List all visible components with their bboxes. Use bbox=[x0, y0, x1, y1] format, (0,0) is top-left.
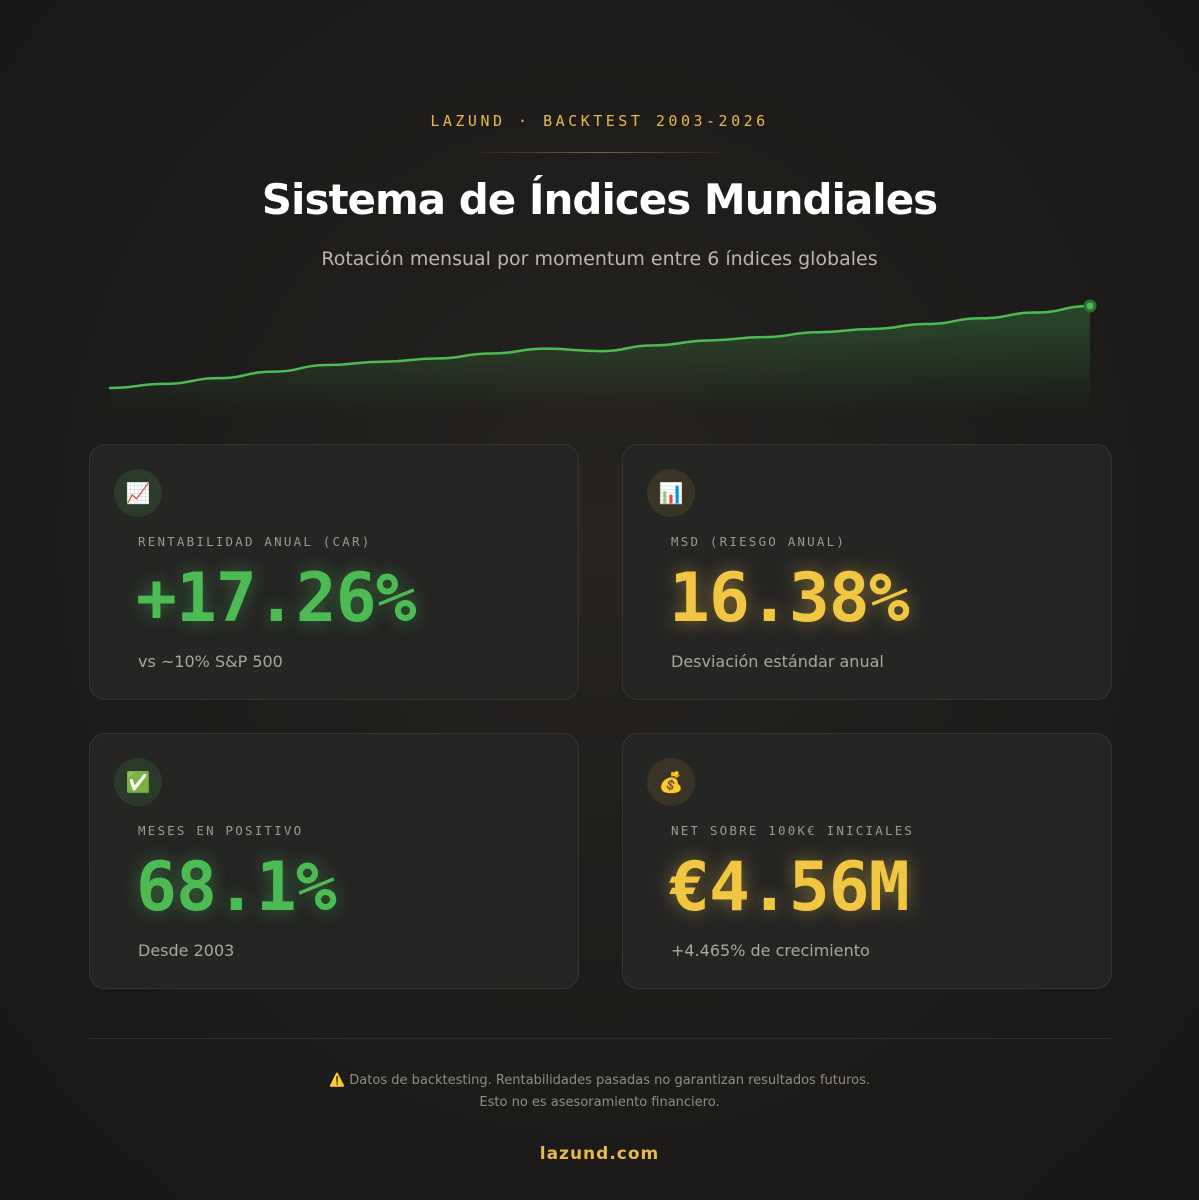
sparkline-endpoint bbox=[1083, 299, 1097, 313]
stat-label: NET SOBRE 100K€ INICIALES bbox=[671, 823, 915, 838]
footer-divider bbox=[89, 1038, 1111, 1039]
stat-value: 68.1% bbox=[136, 848, 337, 927]
stat-note: Desviación estándar anual bbox=[671, 652, 884, 671]
stat-note: +4.465% de crecimiento bbox=[671, 941, 870, 960]
page-title: Sistema de Índices Mundiales bbox=[261, 175, 938, 224]
chart-increasing-icon: 📈 bbox=[114, 469, 162, 517]
website-link[interactable]: lazund.com bbox=[539, 1144, 660, 1164]
sparkline-line bbox=[108, 304, 1092, 390]
stat-note: vs ~10% S&P 500 bbox=[138, 652, 283, 671]
disclaimer-line-1: ⚠️ Datos de backtesting. Rentabilidades … bbox=[0, 1070, 1199, 1092]
equity-sparkline bbox=[108, 299, 1097, 410]
sparkline-area bbox=[110, 306, 1090, 410]
warning-icon: ⚠️ bbox=[328, 1073, 346, 1088]
stat-card-msd: 📊 MSD (RIESGO ANUAL) 16.38% Desviación e… bbox=[622, 444, 1112, 700]
stat-value: 16.38% bbox=[669, 559, 910, 638]
money-bag-icon: 💰 bbox=[647, 758, 695, 806]
check-mark-icon: ✅ bbox=[114, 758, 162, 806]
page-subtitle: Rotación mensual por momentum entre 6 ín… bbox=[321, 248, 878, 270]
stat-value: +17.26% bbox=[136, 559, 417, 638]
disclaimer: ⚠️ Datos de backtesting. Rentabilidades … bbox=[0, 1070, 1199, 1114]
stat-card-net: 💰 NET SOBRE 100K€ INICIALES €4.56M +4.46… bbox=[622, 733, 1112, 989]
bar-chart-icon: 📊 bbox=[647, 469, 695, 517]
disclaimer-line-2: Esto no es asesoramiento financiero. bbox=[479, 1095, 720, 1110]
stat-label: MESES EN POSITIVO bbox=[138, 823, 304, 838]
header-divider bbox=[478, 152, 722, 153]
stat-value: €4.56M bbox=[669, 848, 910, 927]
stat-label: RENTABILIDAD ANUAL (CAR) bbox=[138, 534, 372, 549]
stat-card-car: 📈 RENTABILIDAD ANUAL (CAR) +17.26% vs ~1… bbox=[89, 444, 579, 700]
stat-card-positive-months: ✅ MESES EN POSITIVO 68.1% Desde 2003 bbox=[89, 733, 579, 989]
eyebrow-label: LAZUND · BACKTEST 2003-2026 bbox=[430, 112, 769, 130]
stat-label: MSD (RIESGO ANUAL) bbox=[671, 534, 847, 549]
stat-note: Desde 2003 bbox=[138, 941, 235, 960]
disclaimer-text-1: Datos de backtesting. Rentabilidades pas… bbox=[349, 1073, 871, 1088]
